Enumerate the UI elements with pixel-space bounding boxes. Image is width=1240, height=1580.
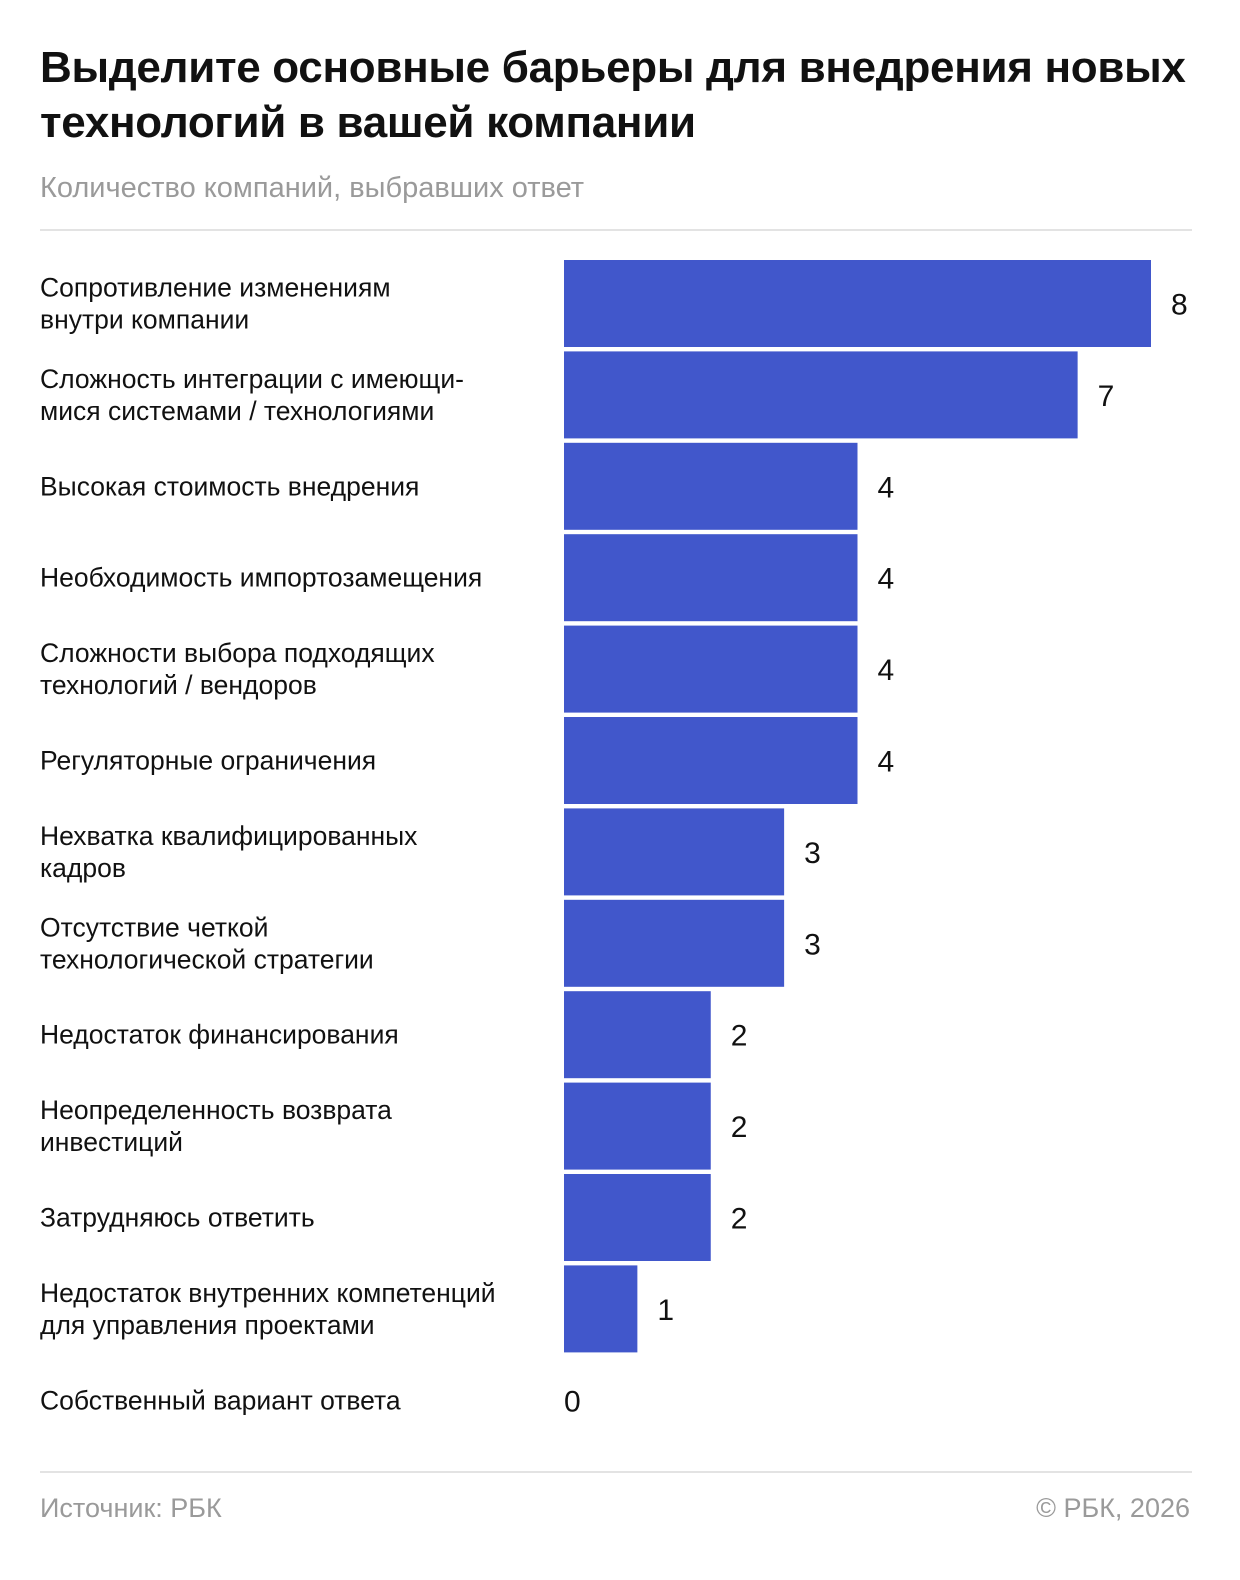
value-label: 7 xyxy=(1098,380,1115,413)
category-label: Нехватка квалифицированных кадров xyxy=(40,821,417,883)
category-label-line: инвестиций xyxy=(40,1127,183,1157)
category-label: Затрудняюсь ответить xyxy=(40,1203,315,1233)
bar xyxy=(564,899,785,987)
category-label: Сложность интеграции с имеющи-мися систе… xyxy=(40,364,464,426)
category-label: Сопротивление изменениям внутри компании xyxy=(40,273,391,335)
bar xyxy=(564,1174,711,1261)
bar xyxy=(564,1265,638,1353)
category-label: Отсутствие четкой технологической стратег… xyxy=(40,912,374,974)
category-label-line: Нехватка квалифицированных xyxy=(40,821,417,851)
category-label: Недостаток внутренних компетенций для упр… xyxy=(40,1278,496,1340)
value-label: 2 xyxy=(731,1203,748,1236)
bar-chart: Сопротивление изменениям внутри компании 8… xyxy=(40,260,1188,1418)
value-label: 4 xyxy=(878,746,895,779)
value-label: 2 xyxy=(731,1020,748,1053)
category-label-line: Сопротивление изменениям xyxy=(40,273,391,303)
category-label-line: кадров xyxy=(40,853,126,883)
bar xyxy=(564,717,858,804)
category-label: Собственный вариант ответа xyxy=(40,1385,401,1415)
chart-subtitle: Количество компаний, выбравших ответ xyxy=(40,172,585,204)
chart-title: Выделите основные барьеры для внедрения … xyxy=(40,43,1186,147)
top-divider xyxy=(40,229,1192,231)
category-label-line: мися системами / технологиями xyxy=(40,396,434,426)
bar xyxy=(564,260,1151,347)
category-label: Сложности выбора подходящих технологий / … xyxy=(40,638,435,700)
value-label: 4 xyxy=(878,471,895,504)
value-label: 0 xyxy=(564,1385,581,1418)
bar xyxy=(564,534,858,622)
category-label-line: Регуляторные ограничения xyxy=(40,746,376,776)
value-label: 4 xyxy=(878,563,895,596)
value-label: 4 xyxy=(878,654,895,687)
bar xyxy=(564,442,858,530)
category-label-line: Необходимость импортозамещения xyxy=(40,563,482,593)
category-label-line: Затрудняюсь ответить xyxy=(40,1203,315,1233)
bar xyxy=(564,625,858,713)
value-label: 2 xyxy=(731,1111,748,1144)
category-label: Необходимость импортозамещения xyxy=(40,563,482,593)
category-label-line: Сложность интеграции с имеющи- xyxy=(40,364,464,394)
category-label-line: технологической стратегии xyxy=(40,944,374,974)
value-label: 8 xyxy=(1171,289,1188,322)
category-label-line: Недостаток финансирования xyxy=(40,1020,399,1050)
category-label-line: технологий / вендоров xyxy=(40,670,317,700)
category-label: Высокая стоимость внедрения xyxy=(40,471,419,501)
category-label-line: для управления проектами xyxy=(40,1310,375,1340)
bar xyxy=(564,991,711,1079)
value-label: 3 xyxy=(804,928,821,961)
category-label-line: внутри компании xyxy=(40,305,249,335)
category-label: Регуляторные ограничения xyxy=(40,746,376,776)
category-label-line: Сложности выбора подходящих xyxy=(40,638,435,668)
category-label: Недостаток финансирования xyxy=(40,1020,399,1050)
value-label: 1 xyxy=(657,1294,674,1327)
source-note: Источник: РБК xyxy=(40,1493,222,1523)
category-label-line: Высокая стоимость внедрения xyxy=(40,471,419,501)
copyright-note: © РБК, 2026 xyxy=(1036,1493,1190,1523)
category-label-line: Отсутствие четкой xyxy=(40,912,268,942)
category-label-line: Недостаток внутренних компетенций xyxy=(40,1278,496,1308)
category-label-line: Собственный вариант ответа xyxy=(40,1385,401,1415)
category-label: Неопределенность возврата инвестиций xyxy=(40,1095,392,1157)
value-label: 3 xyxy=(804,837,821,870)
bar xyxy=(564,1082,711,1170)
bar xyxy=(564,351,1078,439)
bar xyxy=(564,808,785,896)
category-label-line: Неопределенность возврата xyxy=(40,1095,392,1125)
bottom-divider xyxy=(40,1471,1192,1473)
